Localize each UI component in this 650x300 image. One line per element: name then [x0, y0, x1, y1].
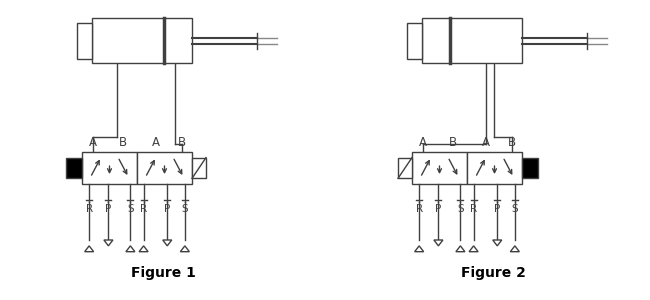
Text: B: B: [508, 136, 516, 149]
Bar: [82, 152, 137, 184]
Text: P: P: [494, 204, 500, 214]
Bar: [398, 158, 412, 178]
Polygon shape: [456, 246, 465, 252]
Bar: [137, 152, 192, 184]
Bar: [467, 152, 522, 184]
Polygon shape: [126, 246, 135, 252]
Text: R: R: [86, 204, 93, 214]
Text: B: B: [178, 136, 186, 149]
Text: P: P: [436, 204, 441, 214]
Polygon shape: [104, 240, 113, 246]
Polygon shape: [180, 246, 189, 252]
Bar: [422, 18, 522, 63]
Polygon shape: [84, 246, 94, 252]
Text: A: A: [152, 136, 161, 149]
Text: R: R: [415, 204, 423, 214]
Text: A: A: [482, 136, 490, 149]
Text: P: P: [164, 204, 170, 214]
Text: Figure 2: Figure 2: [461, 266, 525, 280]
Polygon shape: [510, 246, 519, 252]
Text: B: B: [449, 136, 458, 149]
Bar: [92, 18, 192, 63]
Bar: [407, 22, 422, 58]
Bar: [77, 22, 92, 58]
Polygon shape: [162, 240, 172, 246]
Text: A: A: [89, 136, 97, 149]
Text: R: R: [140, 204, 147, 214]
Polygon shape: [493, 240, 502, 246]
Text: S: S: [181, 204, 188, 214]
Text: S: S: [512, 204, 518, 214]
Bar: [66, 158, 82, 178]
Polygon shape: [139, 246, 148, 252]
Text: S: S: [127, 204, 134, 214]
Polygon shape: [434, 240, 443, 246]
Bar: [522, 158, 538, 178]
Text: Figure 1: Figure 1: [131, 266, 196, 280]
Text: S: S: [457, 204, 463, 214]
Bar: [192, 158, 206, 178]
Polygon shape: [469, 246, 478, 252]
Polygon shape: [415, 246, 424, 252]
Text: B: B: [119, 136, 127, 149]
Text: A: A: [419, 136, 427, 149]
Bar: [412, 152, 467, 184]
Text: R: R: [470, 204, 477, 214]
Text: P: P: [105, 204, 112, 214]
